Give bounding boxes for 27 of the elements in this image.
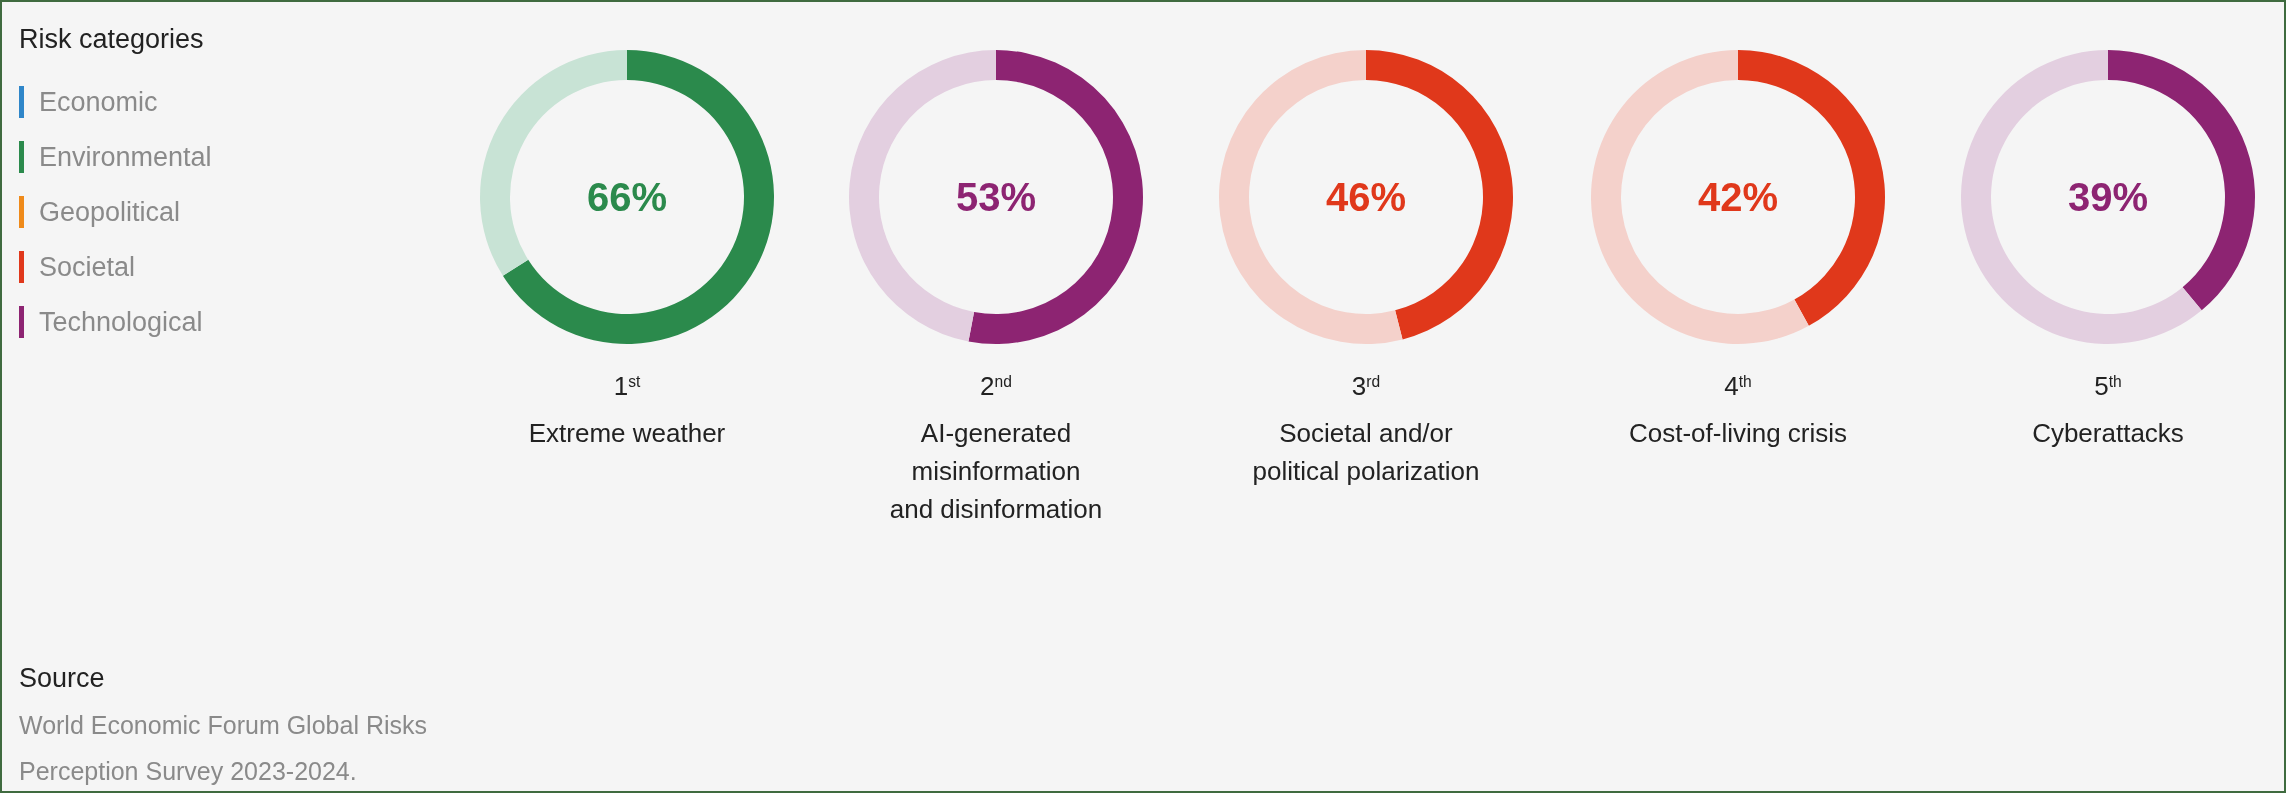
- text: 46%: [1325, 175, 1407, 219]
- category-label: Societal: [39, 252, 136, 282]
- donut-slice: [1961, 50, 2202, 344]
- text: Risk categories: [19, 24, 204, 54]
- text: World Economic Forum Global Risks Perception Survey 2023-2024.: [19, 711, 427, 785]
- text: 2$^{nd}$: [980, 371, 1012, 401]
- text: 53%: [955, 175, 1037, 219]
- text: 66%: [586, 175, 668, 219]
- text: 42%: [1697, 175, 1779, 219]
- text: AI-generated misinformation and disinformation: [889, 418, 1103, 524]
- category-label: Technological: [39, 307, 203, 337]
- text: 4$^{th}$: [1724, 371, 1752, 401]
- text: Cost-of-living crisis: [1628, 418, 1848, 448]
- category-label: Environmental: [39, 142, 212, 172]
- text: 39%: [2067, 175, 2149, 219]
- donut-slice: [1591, 50, 1809, 344]
- text: Extreme weather: [528, 418, 726, 448]
- text: 3$^{rd}$: [1351, 371, 1381, 401]
- donut-slice: [502, 50, 774, 344]
- text: 5$^{th}$: [2094, 371, 2122, 401]
- text: Cyberattacks: [2032, 418, 2184, 448]
- category-label: Economic: [39, 87, 158, 117]
- text: Societal and/or political polarization: [1252, 418, 1480, 486]
- category-label: Geopolitical: [39, 197, 181, 227]
- donut-slice: [1219, 50, 1403, 344]
- text: 1$^{st}$: [613, 371, 641, 401]
- text: Source: [19, 663, 105, 693]
